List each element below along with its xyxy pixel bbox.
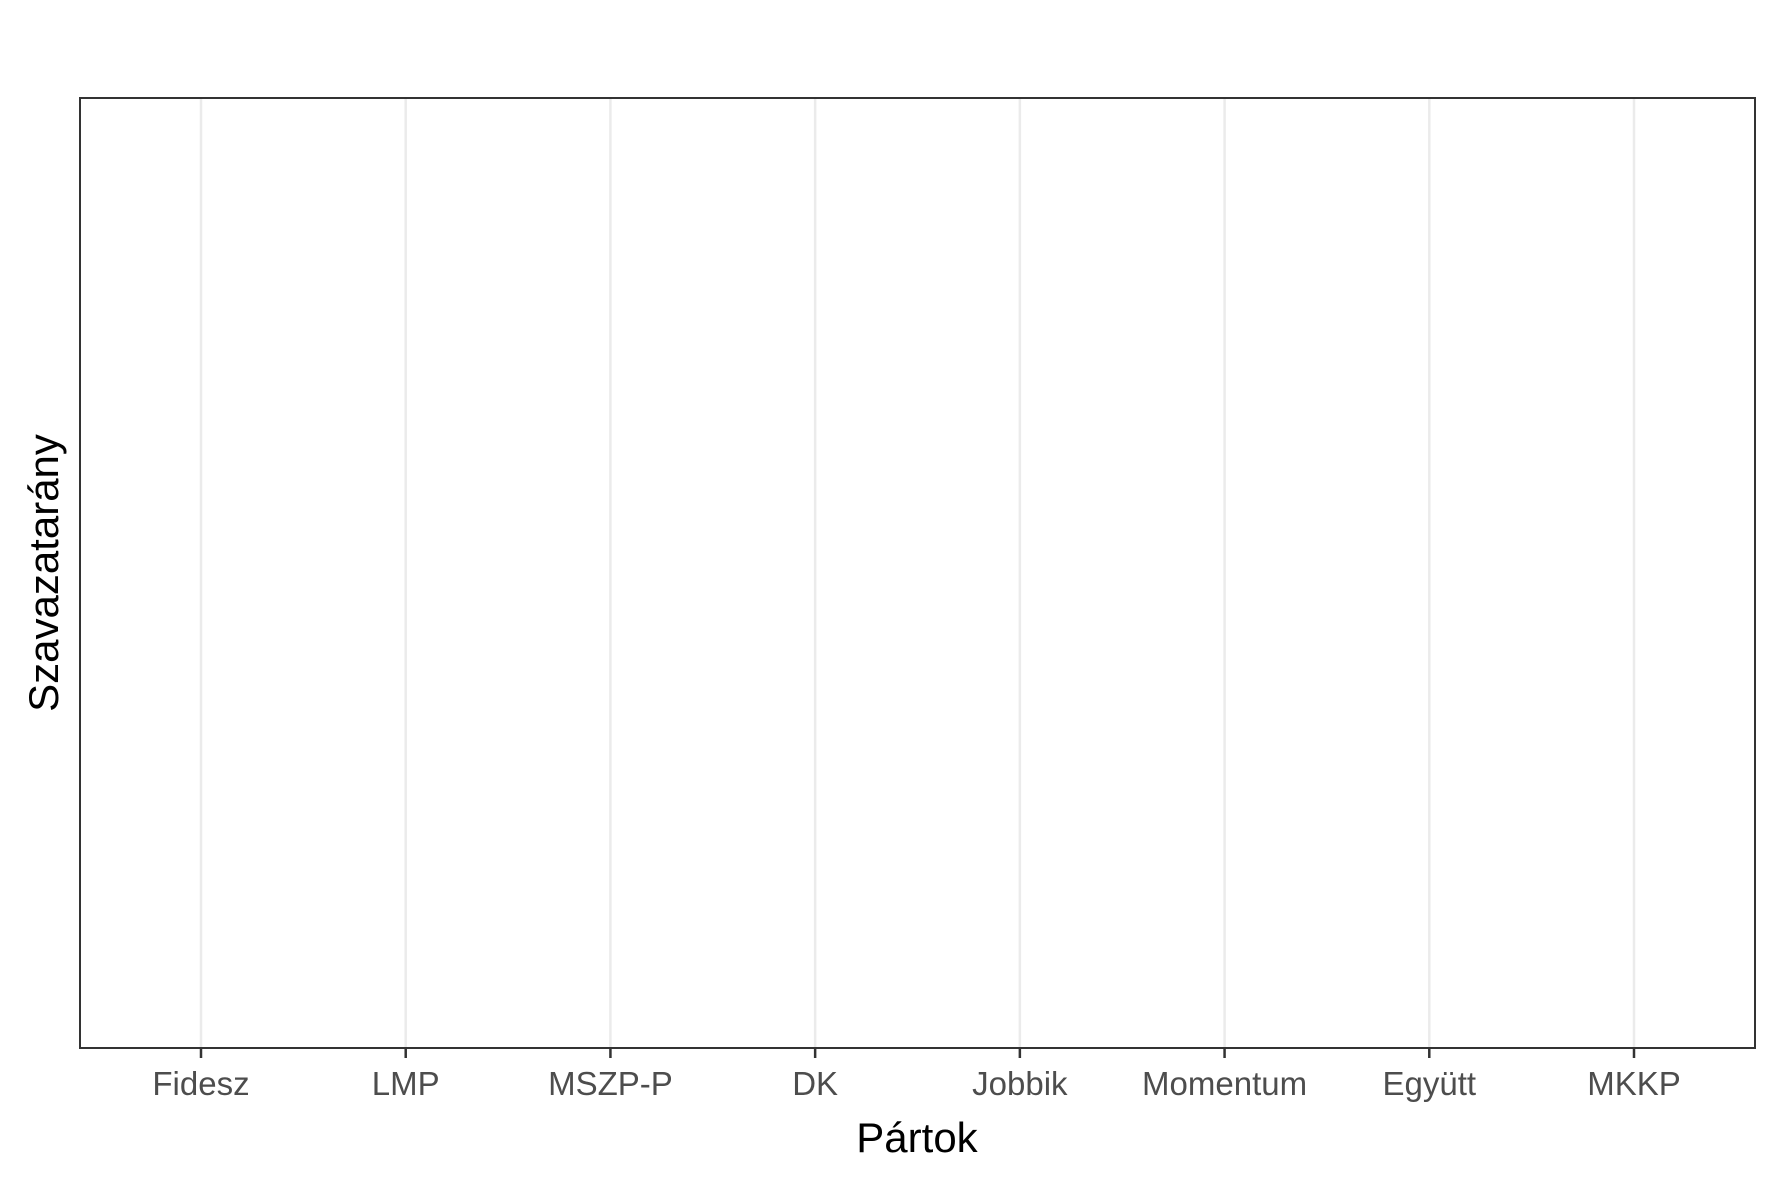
y-axis-title: Szavazatarány <box>20 434 67 712</box>
tick-label-jobbik: Jobbik <box>972 1065 1068 1102</box>
plot-background <box>80 98 1755 1048</box>
tick-label-mkkp: MKKP <box>1587 1065 1681 1102</box>
tick-label-mszp-p: MSZP-P <box>548 1065 673 1102</box>
tick-label-fidesz: Fidesz <box>152 1065 249 1102</box>
plot-panel-border <box>79 97 1756 1049</box>
tick-label-lmp: LMP <box>372 1065 440 1102</box>
x-axis-ticks <box>199 1048 1636 1058</box>
tick-label-egy-tt: Együtt <box>1383 1065 1477 1102</box>
x-grid-lines <box>199 99 1636 1047</box>
tick-label-dk: DK <box>792 1065 838 1102</box>
tick-label-momentum: Momentum <box>1142 1065 1307 1102</box>
x-axis-title: Pártok <box>856 1114 978 1161</box>
x-axis-tick-labels: Fidesz LMP MSZP-P DK Jobbik Momentum Együtt MKK… <box>152 1065 1680 1102</box>
